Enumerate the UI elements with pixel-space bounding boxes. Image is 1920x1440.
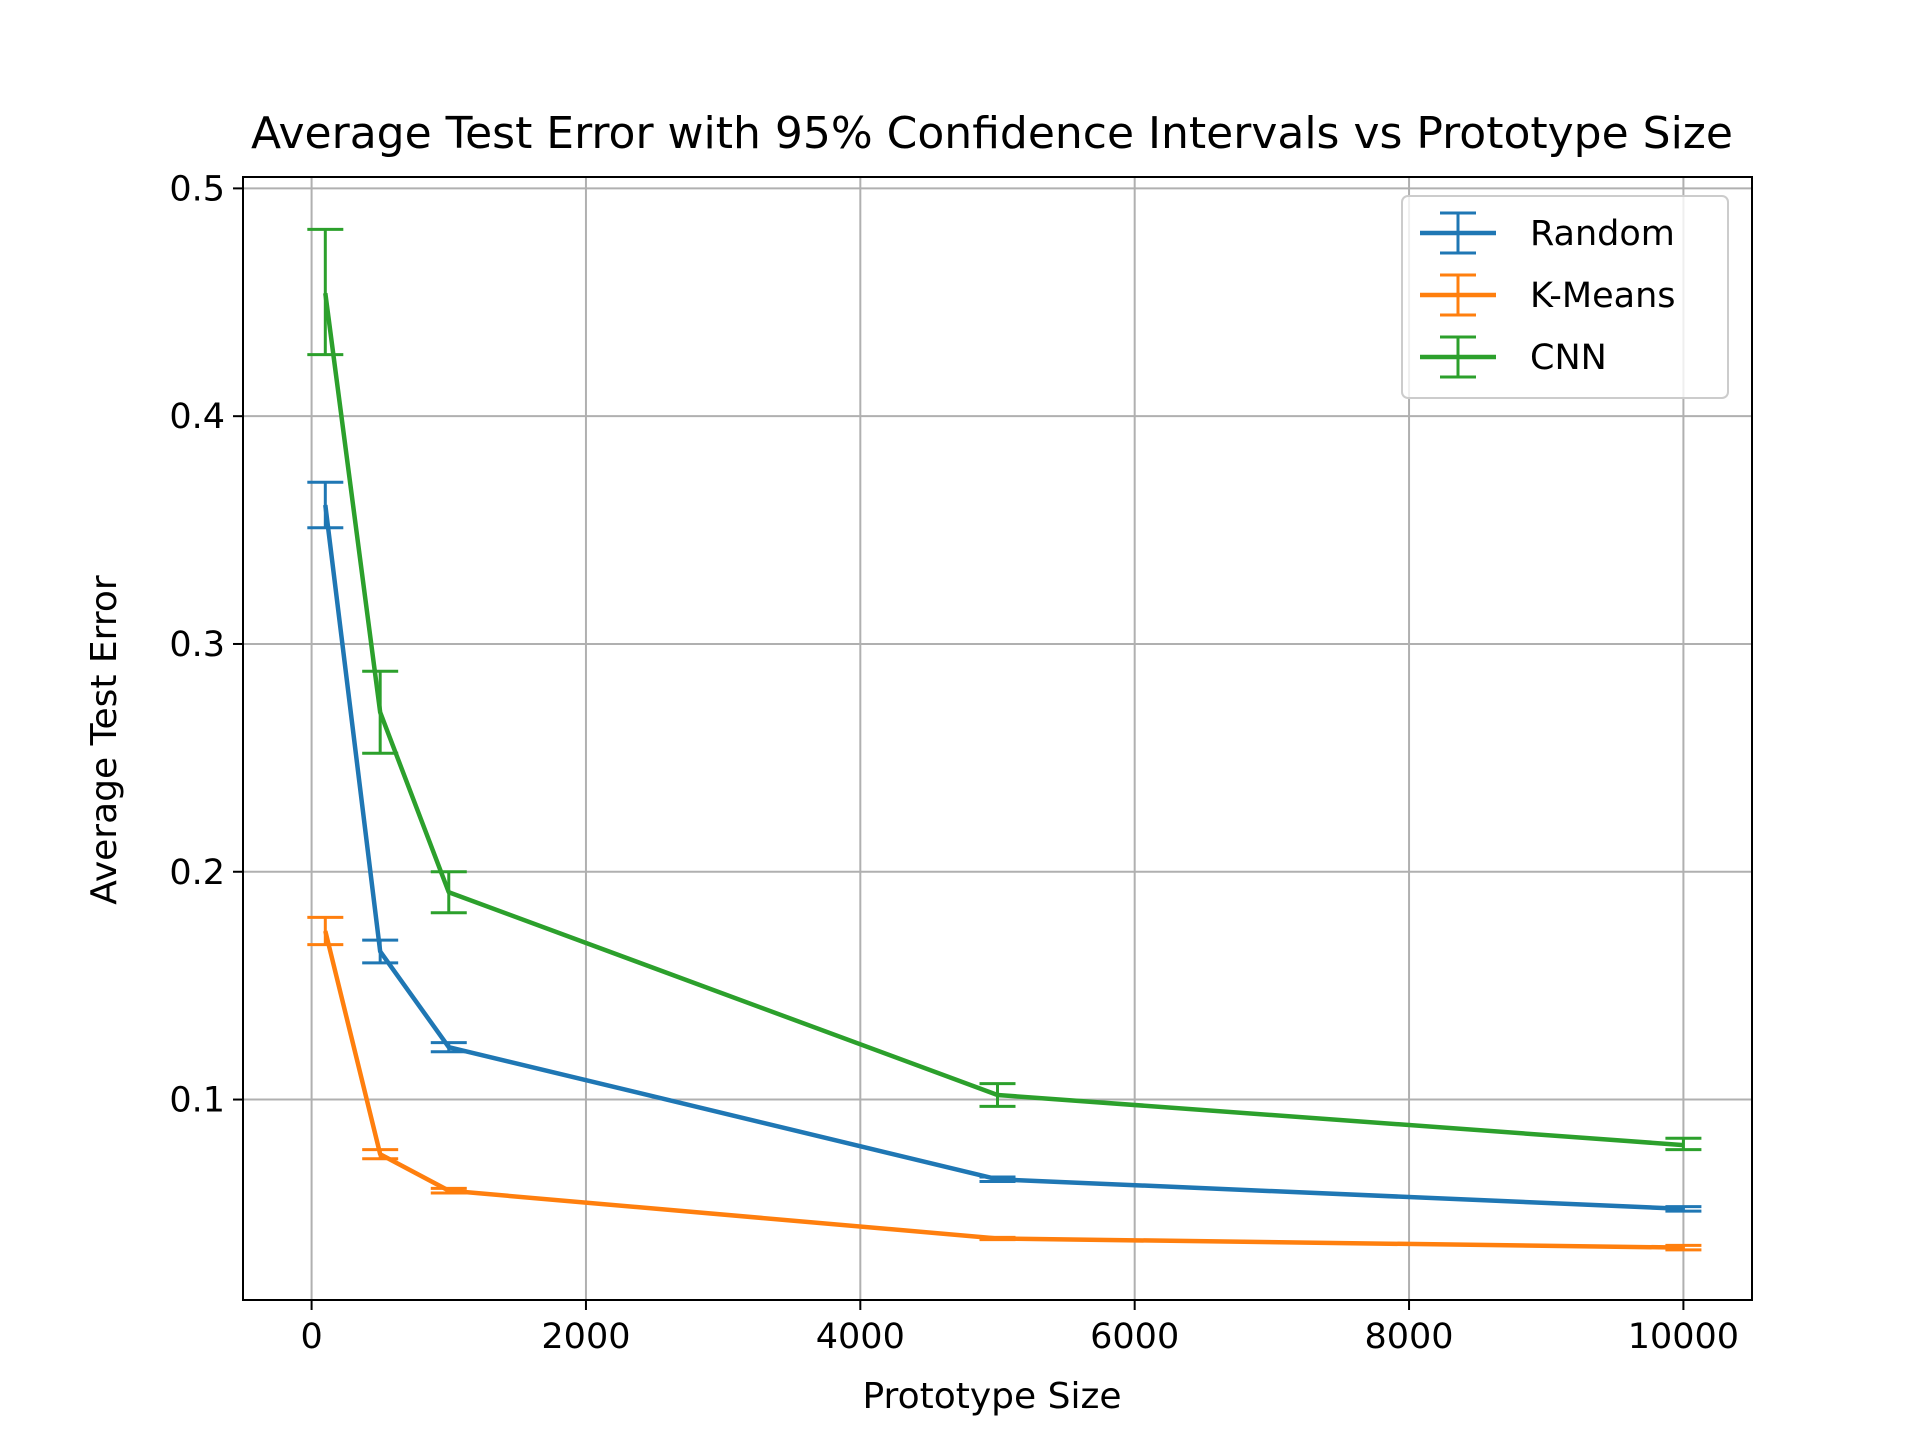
x-tick-label: 2000 <box>541 1317 630 1357</box>
x-tick-label: 10000 <box>1628 1317 1739 1357</box>
legend: Random K-Means CNN <box>1401 195 1729 399</box>
grid-lines <box>243 177 1752 1300</box>
y-tick-label: 0.3 <box>169 625 225 665</box>
y-tick-label: 0.4 <box>169 397 225 437</box>
y-tick-label: 0.2 <box>169 853 225 893</box>
data-series <box>307 227 1702 1252</box>
y-tick-label: 0.5 <box>169 169 225 209</box>
series-cnn <box>307 227 1702 1152</box>
series-random <box>307 480 1702 1213</box>
y-axis-label: Average Test Error <box>84 575 125 905</box>
x-tick-label: 8000 <box>1365 1317 1454 1357</box>
x-tick-label: 6000 <box>1090 1317 1179 1357</box>
series-k-means <box>307 915 1702 1252</box>
legend-box <box>1401 195 1729 399</box>
legend-label-k-means: K-Means <box>1530 276 1676 316</box>
x-tick-label: 4000 <box>816 1317 905 1357</box>
x-tick-label: 0 <box>300 1317 322 1357</box>
y-tick-label: 0.1 <box>169 1081 225 1121</box>
legend-label-cnn: CNN <box>1530 338 1607 378</box>
x-axis-label: Prototype Size <box>862 1376 1121 1417</box>
y-axis-ticks: 0.1 0.2 0.3 0.4 0.5 <box>169 169 243 1121</box>
chart-title: Average Test Error with 95% Confidence I… <box>251 108 1733 159</box>
legend-label-random: Random <box>1530 214 1675 254</box>
plot-frame <box>242 176 1753 1301</box>
x-axis-ticks: 0 2000 4000 6000 8000 10000 <box>300 1300 1739 1357</box>
